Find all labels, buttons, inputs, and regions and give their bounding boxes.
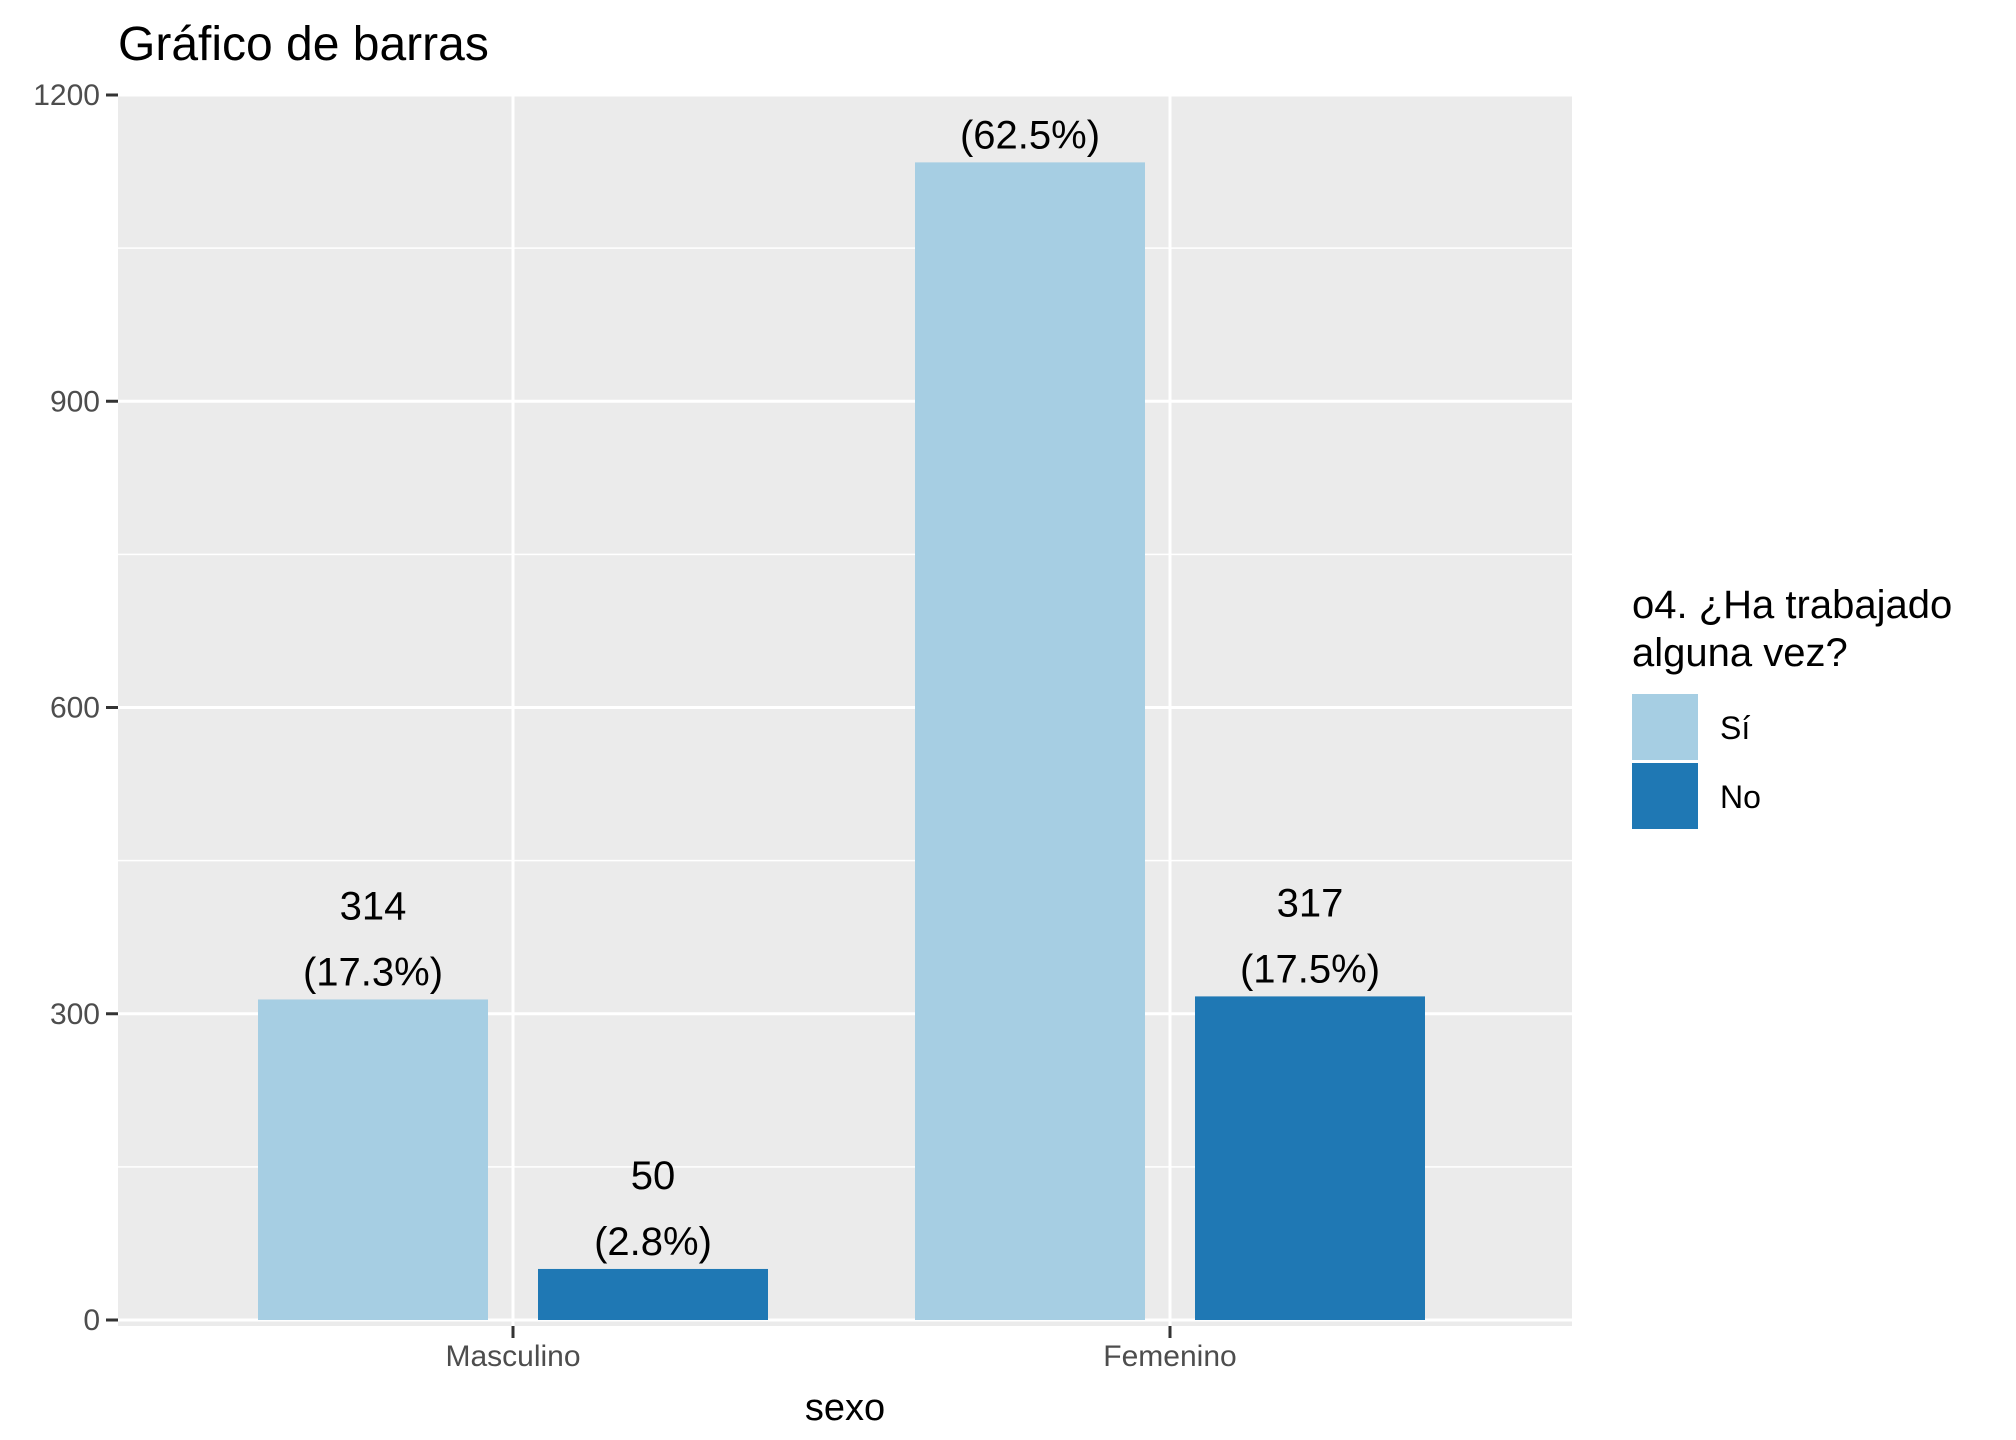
y-tick-label: 900 xyxy=(50,385,100,418)
bar-label-value: 50 xyxy=(631,1154,676,1198)
bar-label-percent: (2.8%) xyxy=(594,1220,712,1264)
grid-major xyxy=(118,93,1572,1326)
x-axis-title: sexo xyxy=(805,1387,885,1429)
chart-title: Gráfico de barras xyxy=(118,18,489,71)
bar-labels: (17.3%) 314 (62.5%) (2.8%) 50 (17.5%) 317 xyxy=(303,113,1380,1264)
bar-label-value: 317 xyxy=(1277,881,1344,925)
bar-label-percent: (17.5%) xyxy=(1240,947,1380,991)
bar-femenino-1 xyxy=(1195,996,1425,1320)
legend-label: Sí xyxy=(1720,710,1750,746)
bar-masculino-1 xyxy=(538,1268,768,1320)
legend-label: No xyxy=(1720,779,1761,815)
x-axis: Masculino Femenino xyxy=(445,1326,1237,1373)
bar-masculino-0 xyxy=(258,999,488,1320)
legend-key xyxy=(1632,694,1698,760)
x-tick-label: Femenino xyxy=(1103,1340,1236,1373)
bar-label-percent: (17.3%) xyxy=(303,950,443,994)
y-tick-label: 300 xyxy=(50,998,100,1031)
bar-femenino-0 xyxy=(915,162,1145,1320)
legend-title: o4. ¿Ha trabajado xyxy=(1632,583,1952,627)
y-tick-label: 1200 xyxy=(33,79,100,112)
y-tick-label: 600 xyxy=(50,692,100,725)
y-axis: 0 300 600 900 1200 xyxy=(33,79,118,1337)
x-tick-label: Masculino xyxy=(445,1340,580,1373)
bar-label-value: 314 xyxy=(340,884,407,928)
y-tick-label: 0 xyxy=(83,1304,100,1337)
legend-key xyxy=(1632,763,1698,829)
bars xyxy=(258,162,1425,1320)
bar-label-percent: (62.5%) xyxy=(960,113,1100,157)
legend-title: alguna vez? xyxy=(1632,631,1848,675)
